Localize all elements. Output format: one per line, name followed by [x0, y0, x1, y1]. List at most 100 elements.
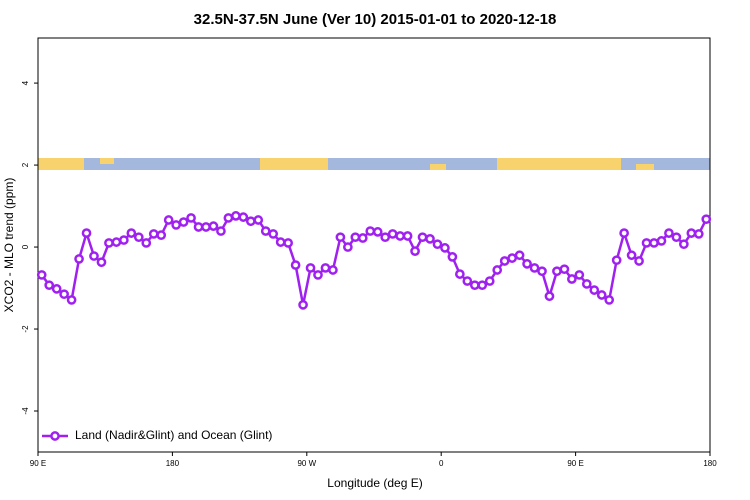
point	[664, 228, 674, 238]
point	[320, 263, 331, 273]
point	[268, 229, 279, 239]
point	[231, 211, 241, 221]
point	[455, 269, 465, 279]
point	[186, 213, 196, 223]
point	[141, 238, 152, 248]
point	[447, 252, 458, 262]
point	[245, 216, 256, 227]
point	[380, 232, 391, 243]
point	[440, 243, 450, 253]
point	[574, 270, 585, 280]
point	[178, 217, 189, 227]
point	[36, 270, 47, 280]
plot-frame	[37, 37, 711, 453]
point	[499, 256, 510, 266]
point	[402, 231, 413, 241]
point	[171, 220, 181, 230]
x-tick-label: 180	[703, 459, 717, 468]
chart-title: 32.5N-37.5N June (Ver 10) 2015-01-01 to …	[194, 11, 557, 28]
point	[328, 265, 338, 275]
point	[649, 238, 659, 248]
point	[596, 290, 607, 300]
point	[477, 280, 488, 291]
point	[343, 242, 353, 252]
y-tick-label: 2	[21, 162, 30, 167]
point	[537, 266, 547, 277]
point	[410, 246, 420, 256]
point	[208, 221, 219, 231]
point	[581, 279, 592, 289]
point	[544, 291, 555, 302]
point	[163, 215, 174, 225]
point	[469, 280, 480, 291]
point	[395, 231, 405, 241]
point	[425, 234, 435, 244]
point	[357, 233, 368, 243]
point	[126, 228, 137, 238]
point	[313, 270, 323, 280]
point	[253, 215, 264, 225]
point	[701, 214, 712, 225]
point	[59, 289, 69, 300]
x-axis-label: Longitude (deg E)	[327, 476, 422, 490]
y-tick-label: -2	[21, 325, 30, 333]
point	[492, 265, 503, 275]
x-tick-label: 0	[439, 459, 444, 468]
point	[283, 238, 293, 248]
point	[417, 232, 428, 243]
land-strip	[38, 158, 654, 170]
point	[51, 284, 62, 294]
x-tick-label: 90 W	[297, 459, 316, 468]
point	[679, 239, 689, 250]
point	[693, 229, 704, 239]
point	[193, 222, 204, 232]
point	[260, 226, 271, 236]
point	[44, 280, 55, 291]
point	[507, 253, 517, 263]
point	[298, 299, 308, 310]
point	[104, 238, 114, 248]
point	[589, 285, 600, 295]
point	[611, 255, 622, 266]
point	[290, 260, 301, 270]
point	[350, 232, 361, 243]
point	[522, 259, 532, 269]
point	[156, 230, 167, 241]
point	[514, 250, 525, 261]
point	[567, 274, 577, 284]
point	[462, 276, 473, 286]
point	[432, 239, 443, 250]
y-axis-label: XCO2 - MLO trend (ppm)	[2, 178, 16, 313]
x-tick-label: 180	[166, 459, 180, 468]
point	[604, 295, 615, 305]
point	[656, 236, 667, 246]
point	[148, 229, 159, 239]
point	[365, 226, 376, 236]
point	[484, 276, 495, 286]
point	[133, 232, 144, 243]
point	[619, 228, 629, 238]
x-tick-label: 90 E	[567, 459, 583, 468]
point	[74, 254, 84, 264]
point	[89, 251, 99, 261]
point	[372, 227, 383, 237]
point	[201, 222, 211, 232]
point	[66, 295, 77, 305]
point	[216, 226, 226, 236]
x-tick-label: 90 E	[30, 459, 46, 468]
y-tick-label: 4	[21, 80, 30, 85]
point	[238, 212, 249, 222]
y-tick-label: 0	[21, 244, 30, 249]
point	[559, 264, 570, 275]
point	[81, 228, 92, 238]
point	[529, 263, 540, 273]
point	[119, 235, 129, 245]
point	[686, 228, 697, 238]
y-tick-label: -4	[21, 407, 30, 415]
point	[626, 250, 637, 261]
point	[552, 266, 562, 277]
legend-label: Land (Nadir&Glint) and Ocean (Glint)	[75, 428, 272, 442]
point	[671, 232, 682, 243]
point	[634, 256, 644, 266]
